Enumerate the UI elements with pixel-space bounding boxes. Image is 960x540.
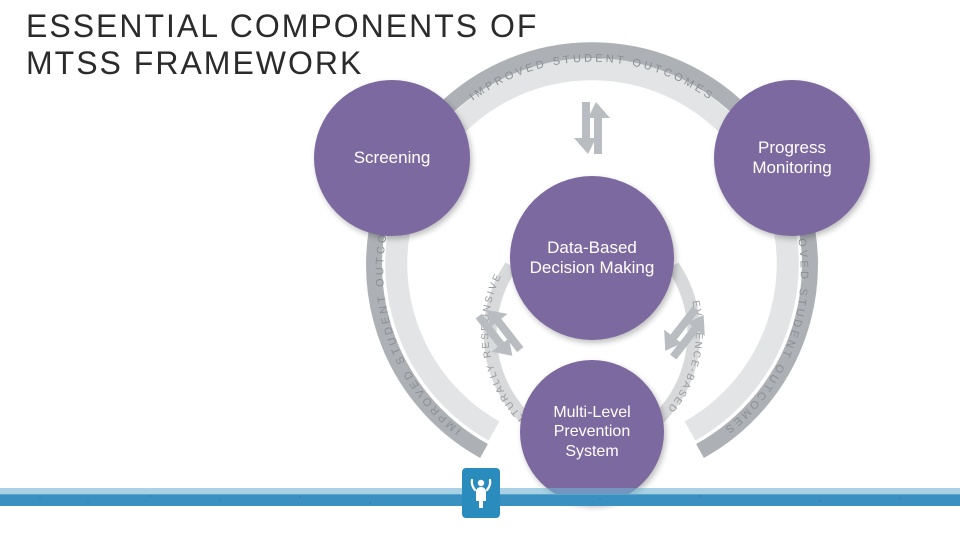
slide: ESSENTIAL COMPONENTS OF MTSS FRAMEWORK	[0, 0, 960, 540]
node-screening: Screening	[314, 80, 470, 236]
mtss-diagram: IMPROVED STUDENT OUTCOMES IMPROVED STUDE…	[270, 36, 910, 486]
node-progress-monitoring: Progress Monitoring	[714, 80, 870, 236]
node-data-based-decision-label: Data-Based Decision Making	[524, 232, 661, 285]
footer	[0, 478, 960, 540]
person-reach-icon	[469, 477, 493, 509]
node-screening-label: Screening	[348, 142, 437, 174]
node-multi-level-prevention-label: Multi-Level Prevention System	[547, 397, 636, 467]
node-progress-monitoring-label: Progress Monitoring	[746, 132, 837, 185]
footer-badge	[462, 468, 500, 518]
node-data-based-decision: Data-Based Decision Making	[510, 176, 674, 340]
